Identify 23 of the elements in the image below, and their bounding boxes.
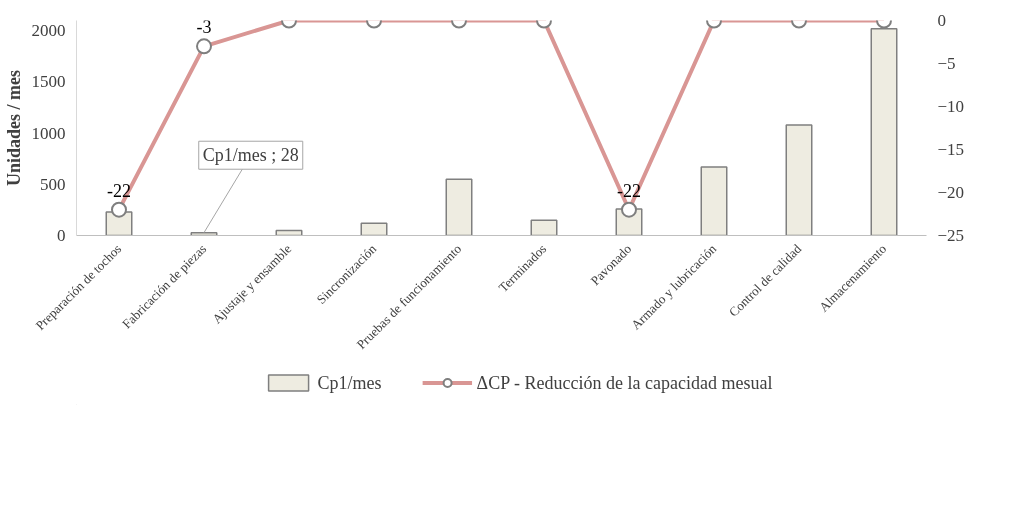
bar xyxy=(360,222,388,236)
data-label: -3 xyxy=(196,17,212,38)
bar xyxy=(700,166,728,236)
data-label: -22 xyxy=(107,180,131,201)
y2-tick-label: −25 xyxy=(937,226,965,245)
bar xyxy=(530,219,558,236)
y2-tick-label: −5 xyxy=(937,54,956,73)
y-tick-label: 500 xyxy=(40,174,66,194)
y-tick-label: 0 xyxy=(57,226,66,245)
y2-tick-label: −10 xyxy=(937,97,965,116)
data-label: Cp1/mes ; 28 xyxy=(202,145,299,166)
y-tick-label: 1500 xyxy=(31,72,66,92)
data-label: -22 xyxy=(617,180,641,201)
y-tick-label: 2000 xyxy=(31,21,66,41)
y-tick-label: 1000 xyxy=(31,123,66,143)
legend-label: ΔCP - Reducción de la capacidad mesual xyxy=(476,372,773,393)
bar xyxy=(785,124,813,236)
y2-tick-label: −15 xyxy=(937,140,965,159)
y-axis-title: Unidades / mes xyxy=(3,69,24,187)
y2-tick-label: 0 xyxy=(937,11,946,30)
bar xyxy=(445,178,473,236)
y2-tick-label: −20 xyxy=(937,183,965,202)
legend-label: Cp1/mes xyxy=(317,372,382,393)
